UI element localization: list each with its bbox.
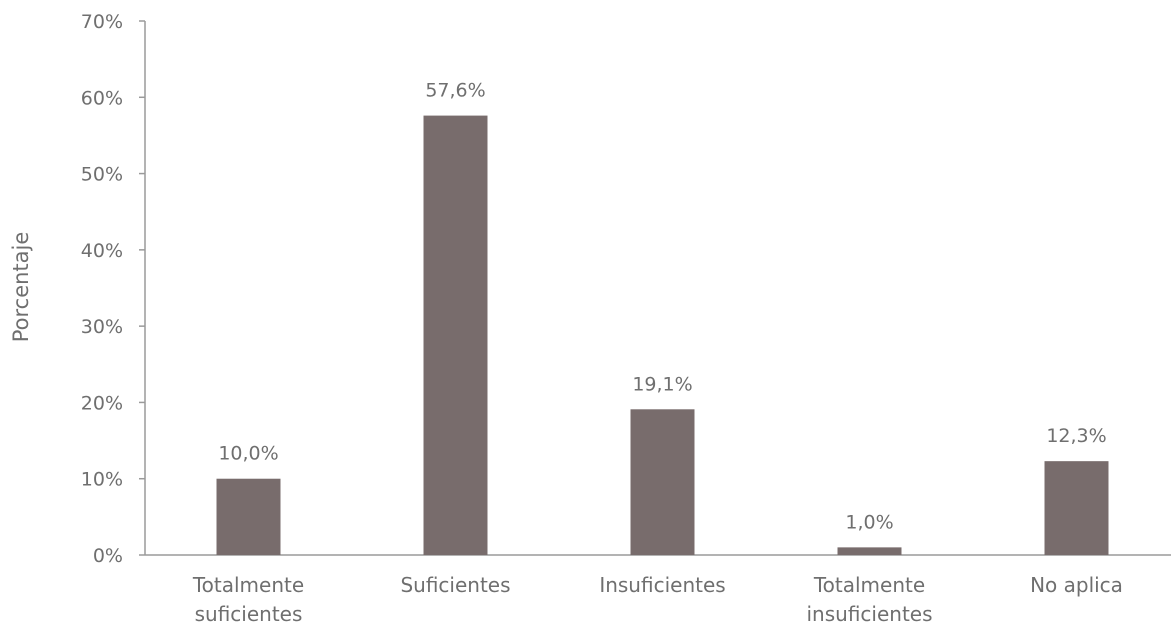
x-category-label: Totalmente xyxy=(192,573,304,597)
y-tick-label: 10% xyxy=(81,469,123,491)
y-tick-label: 20% xyxy=(81,392,123,414)
y-axis-title: Porcentaje xyxy=(9,232,33,343)
y-tick-label: 70% xyxy=(81,11,123,33)
y-axis-ticks: 0% 10% 20% 30% 40% 50% 60% 70% xyxy=(81,11,145,567)
y-tick-label: 60% xyxy=(81,87,123,109)
x-category-label: suficientes xyxy=(195,602,303,626)
x-axis-labels: Totalmente suficientes Suficientes Insufici… xyxy=(192,573,1123,626)
y-tick-label: 50% xyxy=(81,164,123,186)
x-category-label: insuficientes xyxy=(806,602,932,626)
data-labels: 10,0% 57,6% 19,1% 1,0% 12,3% xyxy=(218,80,1106,534)
bar xyxy=(216,478,281,555)
bar xyxy=(423,115,488,555)
bar-value-label: 19,1% xyxy=(632,373,692,395)
y-tick-label: 40% xyxy=(81,240,123,262)
x-category-label: Totalmente xyxy=(813,573,925,597)
y-tick-label: 30% xyxy=(81,316,123,338)
bar-value-label: 12,3% xyxy=(1046,425,1106,447)
y-tick-label: 0% xyxy=(93,545,123,567)
bar-value-label: 1,0% xyxy=(845,511,893,533)
x-category-label: Suficientes xyxy=(400,573,510,597)
bars xyxy=(216,115,1109,555)
bar-value-label: 57,6% xyxy=(425,80,485,102)
x-category-label: Insuficientes xyxy=(599,573,725,597)
bar xyxy=(1044,461,1109,555)
bar xyxy=(630,409,695,555)
x-category-label: No aplica xyxy=(1030,573,1123,597)
bar xyxy=(837,547,902,555)
bar-value-label: 10,0% xyxy=(218,443,278,465)
